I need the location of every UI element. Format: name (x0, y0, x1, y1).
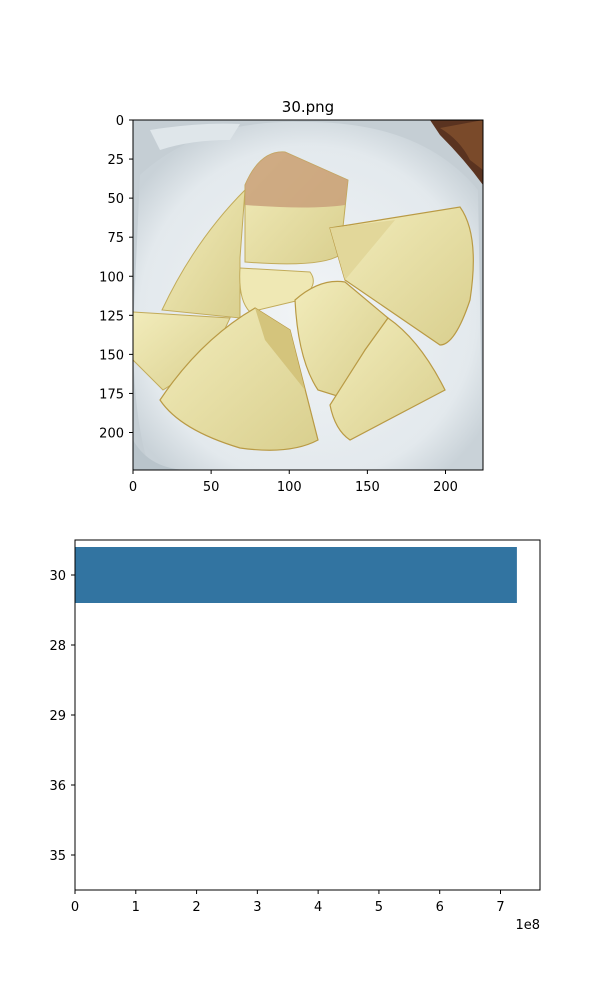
image-y-tick-label: 50 (107, 192, 124, 207)
bar-y-tick-label: 35 (49, 849, 66, 864)
bar-x-axis: 0 1 2 3 4 5 6 7 (71, 890, 505, 915)
image-x-axis: 0 50 100 150 200 (129, 470, 458, 495)
bar-chart: 30 28 29 36 35 0 1 2 3 4 5 6 7 1e8 (49, 539, 541, 933)
bars (75, 547, 517, 603)
image-x-tick-label: 0 (129, 480, 137, 495)
bar-x-tick-label: 7 (496, 900, 504, 915)
image-y-tick-label: 175 (99, 387, 124, 402)
bar-30 (75, 547, 517, 603)
bar-x-tick-label: 1 (132, 900, 140, 915)
image-y-tick-label: 125 (99, 309, 124, 324)
bar-x-tick-label: 4 (314, 900, 322, 915)
bar-x-tick-label: 3 (253, 900, 261, 915)
bar-y-tick-label: 30 (49, 569, 66, 584)
image-axes-frame (132, 119, 484, 471)
image-y-tick-label: 200 (99, 427, 124, 442)
bar-x-tick-label: 2 (192, 900, 200, 915)
apple-photo (133, 120, 483, 470)
image-x-tick-label: 150 (355, 480, 380, 495)
image-x-tick-label: 50 (203, 480, 220, 495)
bar-x-tick-label: 0 (71, 900, 79, 915)
image-y-tick-label: 25 (107, 153, 124, 168)
bar-y-axis: 30 28 29 36 35 (49, 569, 75, 864)
bar-y-tick-label: 29 (49, 709, 66, 724)
image-y-axis: 0 25 50 75 100 125 150 175 200 (99, 114, 133, 442)
image-y-tick-label: 150 (99, 348, 124, 363)
image-y-tick-label: 0 (116, 114, 124, 129)
image-x-tick-label: 100 (277, 480, 302, 495)
bar-y-tick-label: 36 (49, 779, 66, 794)
x-offset-label: 1e8 (515, 918, 540, 933)
apple-chunks (133, 151, 474, 451)
bar-y-tick-label: 28 (49, 639, 66, 654)
image-y-tick-label: 100 (99, 270, 124, 285)
image-y-tick-label: 75 (107, 231, 124, 246)
bar-x-tick-label: 6 (436, 900, 444, 915)
image-x-tick-label: 200 (433, 480, 458, 495)
image-title: 30.png (282, 98, 334, 116)
bar-x-tick-label: 5 (375, 900, 383, 915)
